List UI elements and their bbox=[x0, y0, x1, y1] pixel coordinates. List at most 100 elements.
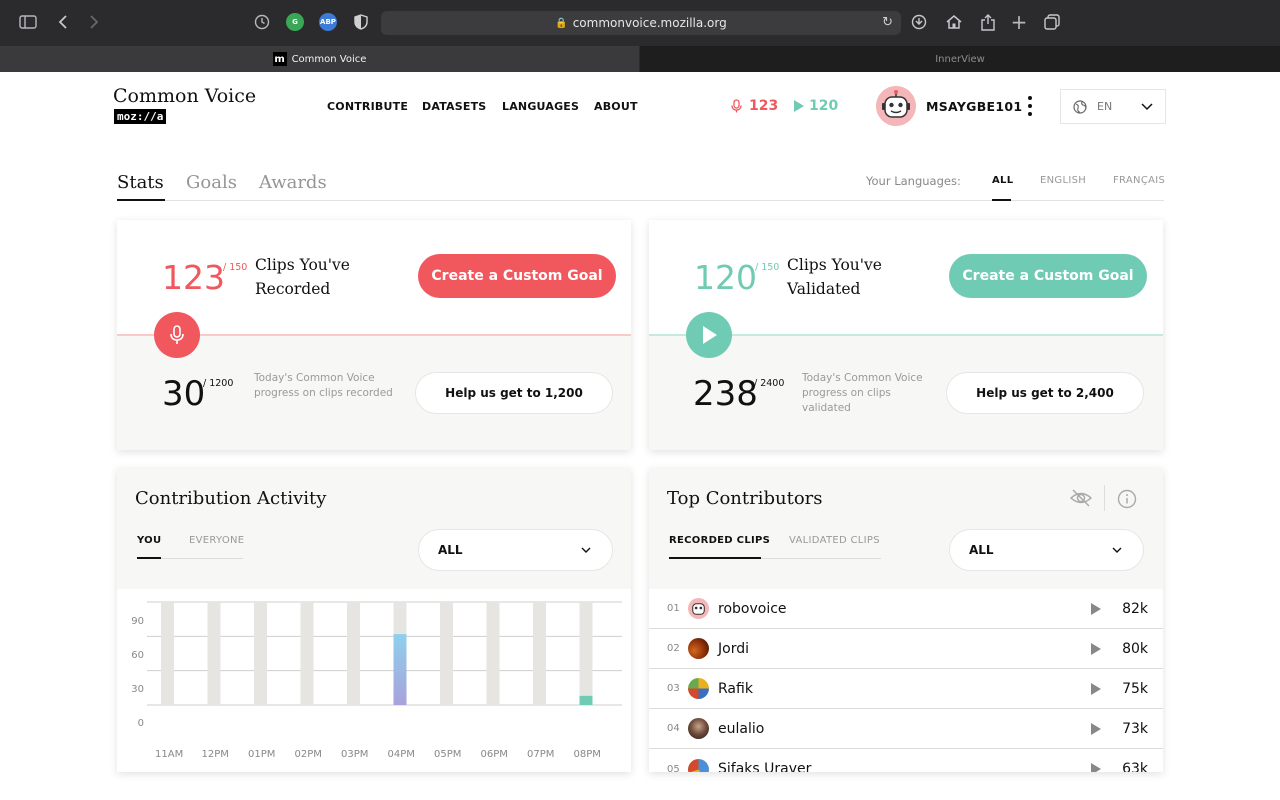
contributor-row[interactable]: 04 eulalio 73k bbox=[649, 709, 1163, 749]
contributor-name: eulalio bbox=[718, 720, 765, 737]
header-icon-divider bbox=[1104, 485, 1105, 511]
browser-tab-innerview[interactable]: InnerView bbox=[640, 46, 1280, 72]
contributor-row[interactable]: 05 Sifaks Uraver 63k bbox=[649, 749, 1163, 772]
contributors-tab-recorded[interactable]: RECORDED CLIPS bbox=[669, 535, 771, 546]
language-select[interactable]: EN bbox=[1060, 89, 1166, 124]
today-recorded-goal: / 1200 bbox=[203, 378, 234, 389]
activity-active-tab-indicator bbox=[137, 557, 161, 559]
contributors-active-tab-indicator bbox=[669, 557, 761, 559]
bar bbox=[393, 634, 407, 705]
info-icon[interactable] bbox=[1117, 489, 1137, 513]
home-icon[interactable] bbox=[944, 12, 964, 32]
nav-datasets[interactable]: DATASETS bbox=[422, 100, 487, 113]
history-icon[interactable] bbox=[252, 12, 272, 32]
play-icon[interactable] bbox=[1091, 643, 1101, 655]
language-tab-francais[interactable]: FRANÇAIS bbox=[1113, 175, 1166, 186]
help-validation-button[interactable]: Help us get to 2,400 bbox=[946, 372, 1144, 414]
contributors-filter-dropdown[interactable]: ALL bbox=[949, 529, 1144, 571]
bar-track bbox=[533, 602, 546, 705]
username[interactable]: MSAYGBE101 bbox=[926, 99, 1023, 114]
today-validated-count: 238 bbox=[693, 374, 758, 414]
browser-chrome: G ABP 🔒 commonvoice.mozilla.org ↻ + m Co… bbox=[0, 0, 1280, 72]
chevron-down-icon bbox=[1112, 547, 1122, 553]
contributor-row[interactable]: 03 Rafik 75k bbox=[649, 669, 1163, 709]
play-icon[interactable] bbox=[1091, 763, 1101, 772]
play-icon[interactable] bbox=[1091, 723, 1101, 735]
header-validated-count[interactable]: 120 bbox=[793, 98, 838, 114]
contributor-count: 80k bbox=[1122, 640, 1148, 657]
download-icon[interactable] bbox=[909, 12, 929, 32]
language-value: EN bbox=[1097, 100, 1113, 113]
record-button[interactable] bbox=[154, 312, 200, 358]
validated-goal: / 150 bbox=[755, 262, 780, 273]
activity-filter-dropdown[interactable]: ALL bbox=[418, 529, 613, 571]
activity-title: Contribution Activity bbox=[135, 488, 327, 509]
contributor-rank: 04 bbox=[667, 723, 680, 734]
mozilla-logo[interactable]: moz://a bbox=[114, 109, 167, 124]
nav-about[interactable]: ABOUT bbox=[594, 100, 638, 113]
new-tab-icon[interactable]: + bbox=[1010, 10, 1028, 34]
validated-count-value: 120 bbox=[809, 98, 839, 114]
recorded-count-value: 123 bbox=[749, 98, 779, 114]
play-icon bbox=[794, 100, 804, 112]
create-recording-goal-button[interactable]: Create a Custom Goal bbox=[418, 254, 616, 298]
avatar bbox=[688, 678, 709, 699]
contributor-row[interactable]: 01 robovoice 82k bbox=[649, 589, 1163, 629]
contributor-rank: 01 bbox=[667, 603, 680, 614]
tab-stats[interactable]: Stats bbox=[117, 172, 164, 193]
recorded-goal: / 150 bbox=[223, 262, 248, 273]
avatar bbox=[688, 758, 709, 772]
back-icon[interactable] bbox=[53, 12, 73, 32]
progress-divider bbox=[649, 334, 1163, 336]
forward-icon[interactable] bbox=[84, 12, 104, 32]
grammarly-extension-icon[interactable]: G bbox=[286, 13, 304, 31]
user-avatar[interactable] bbox=[876, 86, 916, 126]
activity-tab-you[interactable]: YOU bbox=[137, 535, 162, 546]
contributor-name: Sifaks Uraver bbox=[718, 761, 812, 772]
validated-count: 120 bbox=[694, 258, 757, 297]
contributor-rank: 03 bbox=[667, 683, 680, 694]
bar-track bbox=[440, 602, 453, 705]
play-icon[interactable] bbox=[1091, 683, 1101, 695]
activity-tab-everyone[interactable]: EVERYONE bbox=[189, 535, 245, 546]
language-tab-all[interactable]: ALL bbox=[992, 175, 1014, 186]
tab-overview-icon[interactable] bbox=[1042, 12, 1062, 32]
progress-divider bbox=[117, 334, 631, 336]
share-icon[interactable] bbox=[978, 12, 998, 32]
active-tab-indicator bbox=[117, 199, 165, 201]
x-tick-label: 04PM bbox=[387, 749, 415, 760]
robot-avatar-icon bbox=[876, 86, 916, 126]
contributor-rank: 02 bbox=[667, 643, 680, 654]
contributor-row[interactable]: 02 Jordi 80k bbox=[649, 629, 1163, 669]
eye-off-icon[interactable] bbox=[1069, 488, 1093, 512]
browser-tab-common-voice[interactable]: m Common Voice bbox=[0, 46, 639, 72]
validated-title-line2: Validated bbox=[787, 280, 861, 298]
y-tick-label: 90 bbox=[131, 616, 144, 627]
logo-title[interactable]: Common Voice bbox=[113, 85, 257, 107]
chevron-down-icon bbox=[581, 547, 591, 553]
contributors-tab-validated[interactable]: VALIDATED CLIPS bbox=[789, 535, 880, 546]
more-menu-icon[interactable] bbox=[1024, 96, 1036, 116]
sidebar-toggle-icon[interactable] bbox=[18, 12, 38, 32]
nav-contribute[interactable]: CONTRIBUTE bbox=[327, 100, 409, 113]
x-tick-label: 07PM bbox=[527, 749, 555, 760]
avatar bbox=[688, 718, 709, 739]
validate-play-button[interactable] bbox=[686, 312, 732, 358]
bar-track bbox=[254, 602, 267, 705]
recorded-title-line2: Recorded bbox=[255, 280, 331, 298]
reload-icon[interactable]: ↻ bbox=[882, 15, 893, 30]
y-tick-label: 0 bbox=[137, 718, 144, 729]
shield-icon[interactable] bbox=[351, 12, 371, 32]
tab-goals[interactable]: Goals bbox=[186, 172, 237, 193]
browser-tab-label: Common Voice bbox=[291, 53, 367, 65]
language-tab-english[interactable]: ENGLISH bbox=[1040, 175, 1087, 186]
help-recording-button[interactable]: Help us get to 1,200 bbox=[415, 372, 613, 414]
play-icon[interactable] bbox=[1091, 603, 1101, 615]
address-bar[interactable]: 🔒 commonvoice.mozilla.org ↻ bbox=[381, 11, 901, 35]
adblock-extension-icon[interactable]: ABP bbox=[319, 13, 337, 31]
x-tick-label: 11AM bbox=[155, 749, 184, 760]
create-validation-goal-button[interactable]: Create a Custom Goal bbox=[949, 254, 1147, 298]
nav-languages[interactable]: LANGUAGES bbox=[502, 100, 580, 113]
header-recorded-count[interactable]: 123 bbox=[731, 98, 778, 114]
tab-awards[interactable]: Awards bbox=[259, 172, 327, 193]
